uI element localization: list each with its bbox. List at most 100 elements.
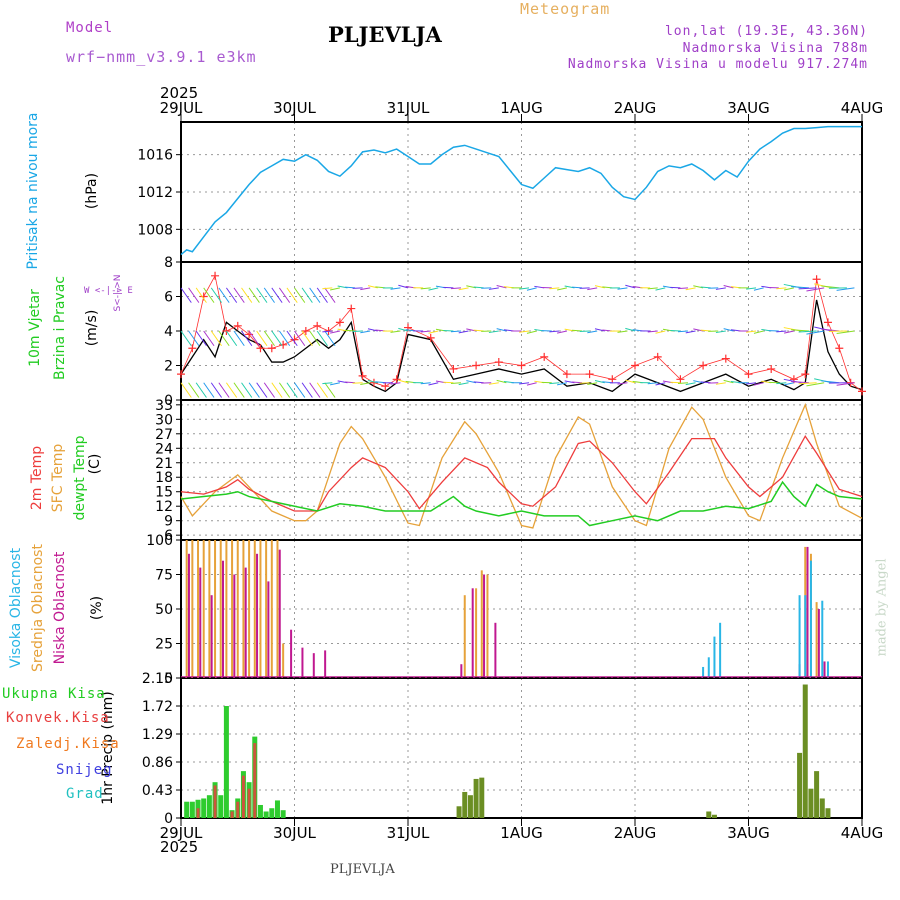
legend-zaledj: Zaledj.Kisa [16,736,120,752]
wind-arrow [488,330,499,334]
y-tick-label: 6 [164,290,173,306]
wind-arrow [398,379,409,384]
wind-arrow [572,381,583,384]
y-tick-label: 0 [164,671,173,687]
wind-arrow [301,330,313,347]
wind-arrow [233,287,245,303]
wind-arrow [746,287,757,290]
wind-arrow [791,286,810,289]
wind-arrow [579,330,590,333]
y-tick-label: 0 [164,811,173,827]
wind-arrow [557,382,568,386]
cloud-bar [312,653,315,678]
y-tick-label: 2 [164,359,173,375]
year-top: 2025 [160,84,199,102]
wind-arrow [248,330,260,347]
wind-arrow [218,382,230,398]
day-label-bottom: 30JUL [273,824,316,842]
wind-arrow [294,287,306,303]
legend-grad: Grad [66,786,104,802]
wind-arrow [488,287,499,290]
wind-arrow [443,381,454,384]
wind-arrow [195,287,207,303]
wind-arrow [210,287,223,303]
wind-arrow [278,330,291,347]
wind-arrow [496,328,507,332]
wind-arrow [188,330,200,347]
y-tick-label: 24 [155,441,173,457]
wind-arrow [218,330,230,347]
day-label-top: 29JUL [160,99,203,117]
wind-arrow [776,330,787,333]
panel-frame [180,677,863,819]
wind-arrow [360,287,371,291]
y-tick-label: 75 [155,568,173,584]
wind-arrow [677,330,689,333]
wind-arrow [428,287,439,291]
wind-arrow [579,382,590,384]
wind-arrow [784,287,795,291]
wind-arrow [316,330,328,347]
cloud-bar [231,540,234,678]
cloud-bar [826,661,829,678]
cloud-bar [809,560,812,678]
wind-arrow [617,287,628,290]
cloud-bar [815,602,818,678]
cloud-bar [208,540,211,678]
y-tick-label: 1012 [137,185,173,201]
cloud-bar [471,588,474,678]
wind-arrow [746,330,757,333]
wind-arrow [836,287,855,291]
cloud-bar [798,595,801,678]
wind-arrow [776,382,787,385]
wind-arrow [723,328,734,332]
wind-arrow [617,382,628,385]
wind-arrow [450,287,462,290]
wind-arrow [443,329,454,332]
wind-arrow [256,330,268,347]
cloud-bar [197,540,200,678]
wind-arrow [271,287,283,303]
wind-arrow [526,382,537,386]
precip-conv-bar [253,743,257,818]
wind-arrow [647,287,658,290]
cloud-bar [460,664,463,678]
lonlat: lon,lat (19.3E, 43.36N) [664,24,868,39]
wind-compass: W <-|-> E [84,286,133,296]
wind-arrow [685,382,696,386]
y-tick-label: 27 [155,427,173,443]
wind-arrow [390,330,401,333]
precip-total-bar [269,808,275,818]
cloud-bar [324,650,327,678]
wind-arrow [360,330,371,334]
precip-total-bar [274,800,280,818]
wind-arrow [617,330,628,333]
precip-total-bar [184,801,190,818]
wind-arrow [670,329,681,332]
cloud-bar [236,540,239,678]
wind-arrow [496,284,507,289]
wind-arrow [715,382,726,385]
wind-arrow [806,330,825,335]
wind-arrow [330,382,341,386]
cloud-bar [199,567,202,678]
precip-total-bar [257,804,263,818]
cloud-bar [278,549,281,678]
cloud-bar [259,540,262,678]
wind-arrow [195,382,207,398]
legend-ukupna: Ukupna Kisa [2,686,106,702]
cloud-bar [191,540,194,678]
precip-total-bar [814,771,820,818]
dewpt-line [180,480,863,527]
wind-arrow [180,382,192,398]
wind-arrow [286,382,298,398]
cloud-bar [244,567,247,678]
wind-arrow [188,287,200,303]
wind-arrow [256,382,268,398]
y-tick-label: 1.72 [142,699,173,715]
cloud-bar [185,540,188,678]
wind-arrow [443,286,454,289]
cloud-bar [210,595,213,678]
wind-arrow [723,379,734,384]
